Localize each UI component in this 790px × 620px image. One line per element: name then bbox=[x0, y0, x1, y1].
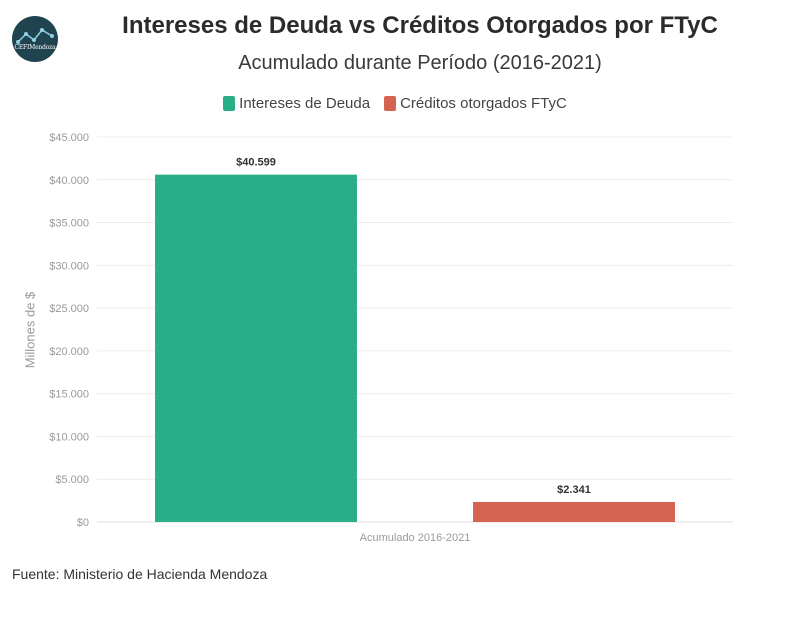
bar-data-label: $2.341 bbox=[557, 484, 591, 496]
y-tick-label: $5.000 bbox=[55, 474, 89, 486]
trend-line-icon bbox=[16, 28, 54, 44]
y-tick-label: $40.000 bbox=[49, 175, 89, 187]
legend-swatch-creditos bbox=[384, 96, 397, 111]
logo-text: CEFIMendoza bbox=[14, 44, 56, 51]
source-footnote: Fuente: Ministerio de Hacienda Mendoza bbox=[12, 566, 268, 582]
x-tick-label: Acumulado 2016-2021 bbox=[360, 532, 471, 544]
legend-item-intereses[interactable]: Intereses de Deuda bbox=[223, 95, 370, 112]
y-tick-label: $30.000 bbox=[49, 260, 89, 272]
y-tick-label: $35.000 bbox=[49, 218, 89, 230]
bar-intereses bbox=[155, 174, 357, 522]
chart-subtitle: Acumulado durante Período (2016-2021) bbox=[238, 52, 602, 74]
y-tick-label: $0 bbox=[77, 517, 89, 529]
y-tick-label: $15.000 bbox=[49, 389, 89, 401]
bar-data-label: $40.599 bbox=[236, 157, 276, 169]
y-tick-label: $20.000 bbox=[49, 346, 89, 358]
chart-title: Intereses de Deuda vs Créditos Otorgados… bbox=[122, 12, 718, 39]
bar-creditos bbox=[473, 501, 675, 522]
cefi-logo: CEFIMendoza bbox=[12, 16, 58, 62]
legend-label-intereses: Intereses de Deuda bbox=[239, 95, 371, 112]
y-tick-label: $25.000 bbox=[49, 303, 89, 315]
chart-legend: Intereses de Deuda Créditos otorgados FT… bbox=[0, 95, 790, 112]
legend-label-creditos: Créditos otorgados FTyC bbox=[400, 95, 567, 112]
y-tick-label: $45.000 bbox=[49, 132, 89, 144]
legend-item-creditos[interactable]: Créditos otorgados FTyC bbox=[384, 95, 567, 112]
y-tick-label: $10.000 bbox=[49, 431, 89, 443]
legend-swatch-intereses bbox=[223, 96, 236, 111]
